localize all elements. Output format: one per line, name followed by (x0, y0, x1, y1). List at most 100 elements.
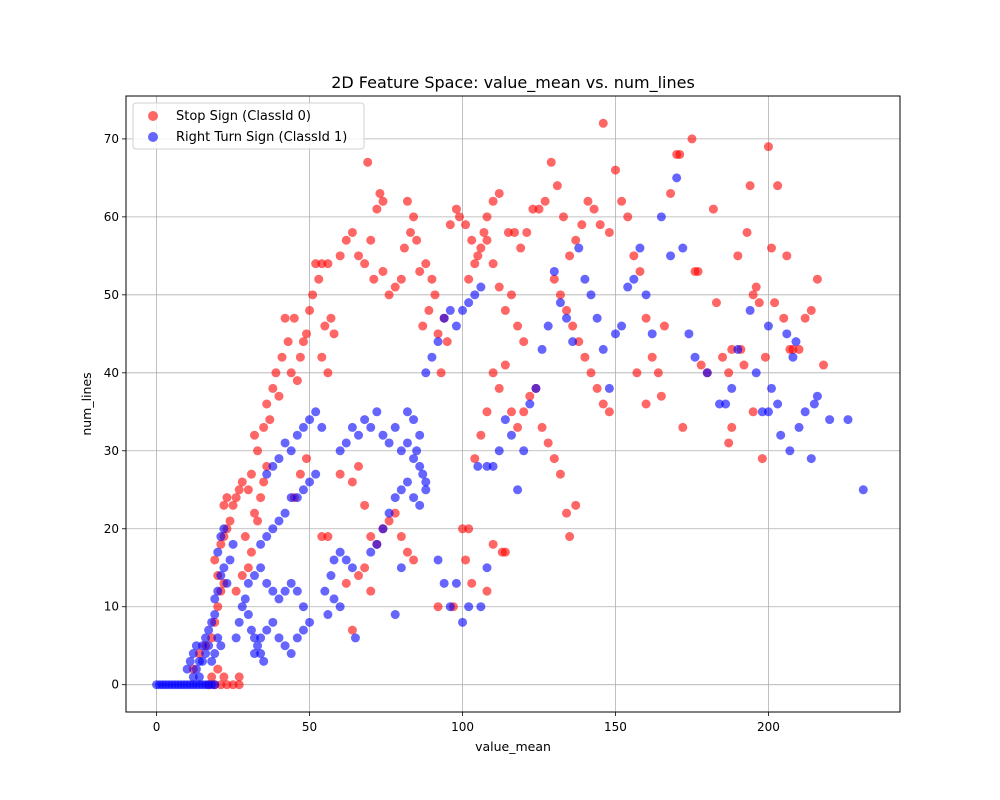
data-point (506, 407, 516, 417)
data-point (641, 290, 651, 300)
data-point (268, 461, 278, 471)
data-point (384, 290, 394, 300)
x-axis-ticks: 0 50 100 150 200 (153, 712, 780, 734)
data-point (366, 586, 376, 596)
data-point (445, 602, 455, 612)
data-point (635, 243, 645, 253)
data-point (721, 399, 731, 409)
data-point (718, 352, 728, 362)
data-point (228, 500, 238, 510)
data-point (298, 422, 308, 432)
data-point (519, 337, 529, 347)
data-point (748, 407, 758, 417)
data-point (243, 578, 253, 588)
data-point (464, 298, 474, 308)
data-point (858, 485, 868, 495)
data-point (262, 469, 272, 479)
data-point (409, 454, 419, 464)
data-point (295, 469, 305, 479)
data-point (378, 266, 388, 276)
data-point (249, 508, 259, 518)
data-point (210, 680, 220, 690)
data-point (234, 680, 244, 690)
data-point (568, 321, 578, 331)
data-point (473, 251, 483, 261)
x-tick-label: 150 (604, 720, 627, 734)
data-point (213, 633, 223, 643)
data-point (500, 360, 510, 370)
data-point (513, 485, 523, 495)
data-point (763, 321, 773, 331)
data-point (286, 578, 296, 588)
data-point (445, 220, 455, 230)
data-point (286, 446, 296, 456)
data-point (555, 469, 565, 479)
legend-label-right-turn-sign: Right Turn Sign (ClassId 1) (176, 130, 347, 145)
data-point (445, 305, 455, 315)
data-point (464, 524, 474, 534)
y-tick-label: 50 (104, 288, 119, 302)
data-point (724, 438, 734, 448)
data-point (773, 181, 783, 191)
data-point (782, 251, 792, 261)
data-point (384, 508, 394, 518)
data-point (513, 422, 523, 432)
data-point (347, 563, 357, 573)
data-point (809, 399, 819, 409)
data-point (760, 352, 770, 362)
data-point (308, 290, 318, 300)
data-point (317, 352, 327, 362)
legend-box (132, 102, 365, 150)
legend-marker-stop-sign (148, 111, 158, 121)
data-point (256, 563, 266, 573)
data-point (292, 430, 302, 440)
data-point (696, 360, 706, 370)
data-point (213, 664, 223, 674)
data-point (262, 625, 272, 635)
data-point (415, 461, 425, 471)
data-point (231, 633, 241, 643)
data-point (424, 305, 434, 315)
data-point (748, 290, 758, 300)
data-point (354, 430, 364, 440)
data-point (188, 672, 198, 682)
data-point (598, 399, 608, 409)
data-point (253, 516, 263, 526)
data-point (470, 290, 480, 300)
data-point (500, 305, 510, 315)
data-point (479, 227, 489, 237)
data-point (577, 220, 587, 230)
y-tick-label: 10 (104, 600, 119, 614)
data-point (745, 181, 755, 191)
data-point (418, 469, 428, 479)
data-point (476, 282, 486, 292)
data-point (213, 586, 223, 596)
data-point (409, 415, 419, 425)
data-point (320, 586, 330, 596)
data-point (396, 485, 406, 495)
data-point (733, 251, 743, 261)
data-point (366, 422, 376, 432)
data-point (280, 586, 290, 596)
data-point (280, 313, 290, 323)
data-point (326, 313, 336, 323)
data-point (384, 438, 394, 448)
data-point (191, 664, 201, 674)
data-point (216, 641, 226, 651)
x-tick-label: 100 (451, 720, 474, 734)
data-point (610, 165, 620, 175)
data-point (767, 383, 777, 393)
data-point (246, 547, 256, 557)
data-point (317, 422, 327, 432)
y-tick-label: 0 (111, 678, 119, 692)
data-point (213, 602, 223, 612)
data-point (283, 337, 293, 347)
data-point (543, 438, 553, 448)
data-point (231, 493, 241, 503)
data-point (708, 204, 718, 214)
data-point (806, 454, 816, 464)
data-point (329, 594, 339, 604)
y-tick-label: 30 (104, 444, 119, 458)
data-point (372, 204, 382, 214)
data-point (234, 617, 244, 627)
